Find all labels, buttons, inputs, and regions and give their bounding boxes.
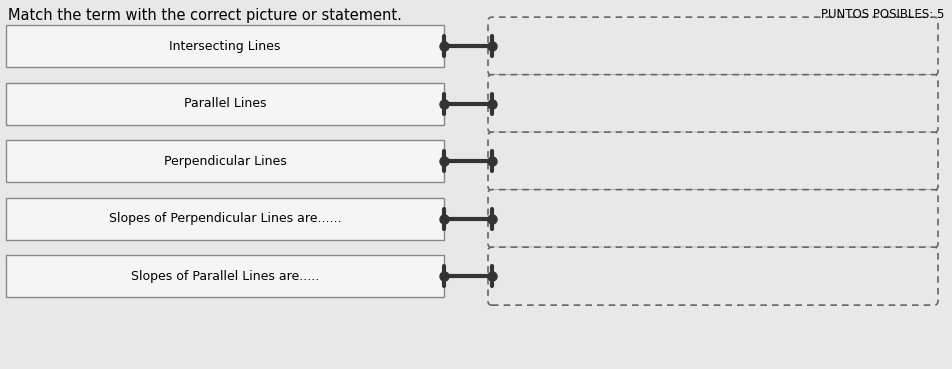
FancyBboxPatch shape xyxy=(6,198,444,239)
Text: Intersecting Lines: Intersecting Lines xyxy=(169,39,281,53)
FancyBboxPatch shape xyxy=(6,255,444,297)
Text: Perpendicular Lines: Perpendicular Lines xyxy=(164,155,287,168)
FancyBboxPatch shape xyxy=(488,17,938,75)
FancyBboxPatch shape xyxy=(6,140,444,182)
FancyBboxPatch shape xyxy=(488,132,938,190)
Text: PUNTOS POSIBLES: 5: PUNTOS POSIBLES: 5 xyxy=(821,8,944,21)
FancyBboxPatch shape xyxy=(488,75,938,132)
Text: Slopes of Parallel Lines are.....: Slopes of Parallel Lines are..... xyxy=(130,270,319,283)
FancyBboxPatch shape xyxy=(6,83,444,125)
FancyBboxPatch shape xyxy=(488,190,938,248)
Text: Match the term with the correct picture or statement.: Match the term with the correct picture … xyxy=(8,8,402,23)
Text: Parallel Lines: Parallel Lines xyxy=(184,97,267,110)
Text: Slopes of Perpendicular Lines are......: Slopes of Perpendicular Lines are...... xyxy=(109,212,341,225)
FancyBboxPatch shape xyxy=(6,25,444,67)
FancyBboxPatch shape xyxy=(488,247,938,305)
